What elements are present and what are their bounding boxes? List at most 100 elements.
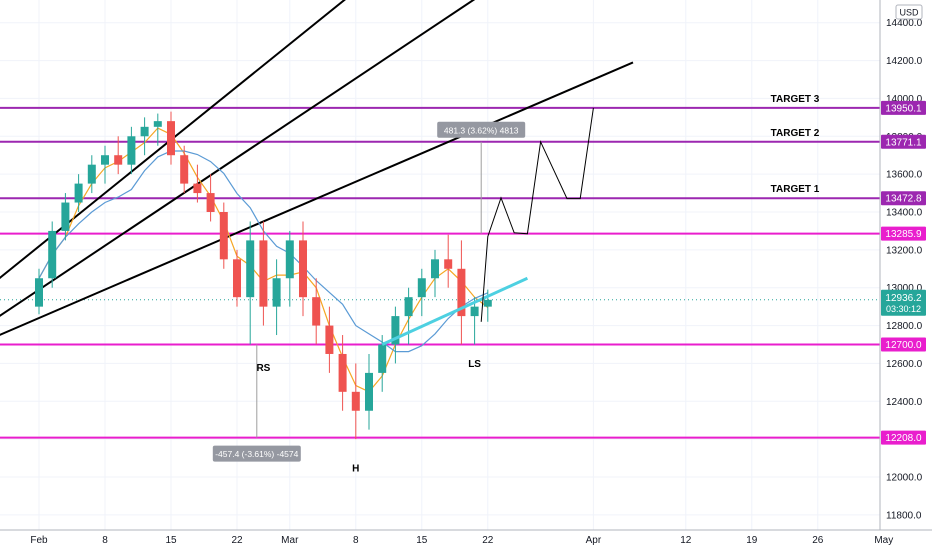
price-tick-label: 12800.0	[886, 321, 923, 332]
candle-body	[483, 299, 492, 307]
candle	[219, 202, 228, 269]
level-price-label: 12208.0	[885, 433, 922, 444]
candle	[167, 111, 175, 165]
candle-body	[444, 259, 453, 269]
price-scale-labels: 11800.012000.012200.012400.012600.012800…	[881, 18, 926, 521]
target-label: TARGET 3	[771, 94, 820, 105]
candle	[233, 249, 241, 307]
candle	[299, 221, 307, 317]
candle-body	[74, 183, 83, 203]
candle	[259, 221, 268, 326]
price-tick-label: 14200.0	[886, 56, 923, 67]
measure-label: -457.4 (-3.61%) -4574	[215, 449, 298, 459]
candle	[325, 306, 334, 373]
candle	[206, 174, 215, 222]
pattern-label: H	[352, 463, 359, 474]
candle	[48, 221, 57, 288]
candle-body	[48, 230, 57, 279]
currency-label: USD	[899, 8, 919, 18]
candle	[365, 353, 373, 430]
candle-body	[325, 325, 334, 354]
price-tick-label: 13400.0	[886, 208, 923, 219]
candle-body	[219, 212, 228, 260]
last-price-label: 12936.2	[885, 293, 922, 304]
candle-body	[246, 240, 255, 298]
currency-badge[interactable]: USD	[895, 4, 923, 20]
candle-body	[180, 155, 189, 184]
candle	[246, 221, 255, 345]
measure-box	[437, 121, 526, 138]
drawings	[256, 107, 594, 438]
time-tick-label: 22	[482, 535, 494, 546]
level-price-tag	[881, 226, 926, 241]
last-price-tag	[881, 289, 926, 316]
measure-label: 481.3 (3.62%) 4813	[444, 125, 519, 135]
time-tick-label: 15	[165, 535, 177, 546]
price-tick-label: 12400.0	[886, 397, 923, 408]
candle	[127, 126, 136, 175]
candle	[404, 287, 413, 345]
time-tick-label: 19	[746, 535, 758, 546]
time-tick-label: 8	[353, 535, 359, 546]
candle-body	[233, 259, 241, 298]
candle-body	[35, 278, 43, 307]
candle-body	[338, 353, 347, 392]
candle	[35, 268, 43, 315]
time-tick-label: Apr	[586, 535, 602, 546]
time-tick-label: Mar	[281, 535, 299, 546]
candle-body	[272, 278, 281, 307]
candle	[457, 240, 466, 345]
price-scale[interactable]	[880, 0, 932, 530]
level-price-label: 13285.9	[885, 229, 922, 240]
level-price-tag	[881, 337, 926, 352]
candle	[74, 174, 83, 212]
candle-body	[87, 164, 96, 184]
time-tick-label: 15	[416, 535, 428, 546]
neckline	[381, 276, 529, 346]
candle	[391, 306, 400, 364]
candle	[114, 136, 123, 175]
candle	[140, 117, 149, 156]
horizontal-levels	[0, 106, 880, 439]
level-price-label: 13950.1	[885, 103, 922, 114]
candle	[61, 193, 70, 241]
pattern-label: LS	[468, 359, 481, 370]
candle-body	[365, 372, 373, 411]
target-label: TARGET 2	[771, 128, 820, 139]
candle-body	[206, 193, 215, 212]
candle-body	[193, 183, 202, 194]
candle-body	[457, 268, 466, 317]
candle-body	[299, 240, 307, 298]
candle-body	[351, 391, 360, 411]
trend-channel	[0, 0, 634, 336]
channel-line	[0, 0, 476, 317]
candle	[312, 278, 321, 345]
pattern-label: RS	[256, 363, 270, 374]
projection-path	[480, 107, 594, 322]
candle-body	[114, 155, 123, 165]
candle	[285, 230, 294, 307]
level-price-tag	[881, 191, 926, 206]
time-tick-label: Feb	[30, 535, 48, 546]
candle-body	[470, 306, 479, 317]
candle-body	[285, 240, 294, 279]
candle	[272, 259, 281, 336]
candle	[87, 155, 96, 194]
time-scale[interactable]	[0, 530, 880, 550]
candle	[431, 249, 439, 298]
candle	[193, 164, 202, 203]
price-tick-label: 13200.0	[886, 245, 923, 256]
time-tick-label: 26	[812, 535, 824, 546]
candle-body	[101, 155, 109, 165]
candle-body	[404, 297, 413, 317]
candle-body	[431, 259, 439, 279]
candle	[351, 363, 360, 440]
candle-body	[127, 136, 136, 165]
time-scale-labels: Feb 8 15 22 Mar 8 15 22 Apr 12 19 26 May	[30, 535, 893, 546]
candle-body	[167, 121, 175, 156]
annotations: 481.3 (3.62%) 4813 -457.4 (-3.61%) -4574 T…	[212, 94, 820, 474]
candle-body	[391, 316, 400, 345]
level-price-label: 13771.1	[885, 137, 922, 148]
